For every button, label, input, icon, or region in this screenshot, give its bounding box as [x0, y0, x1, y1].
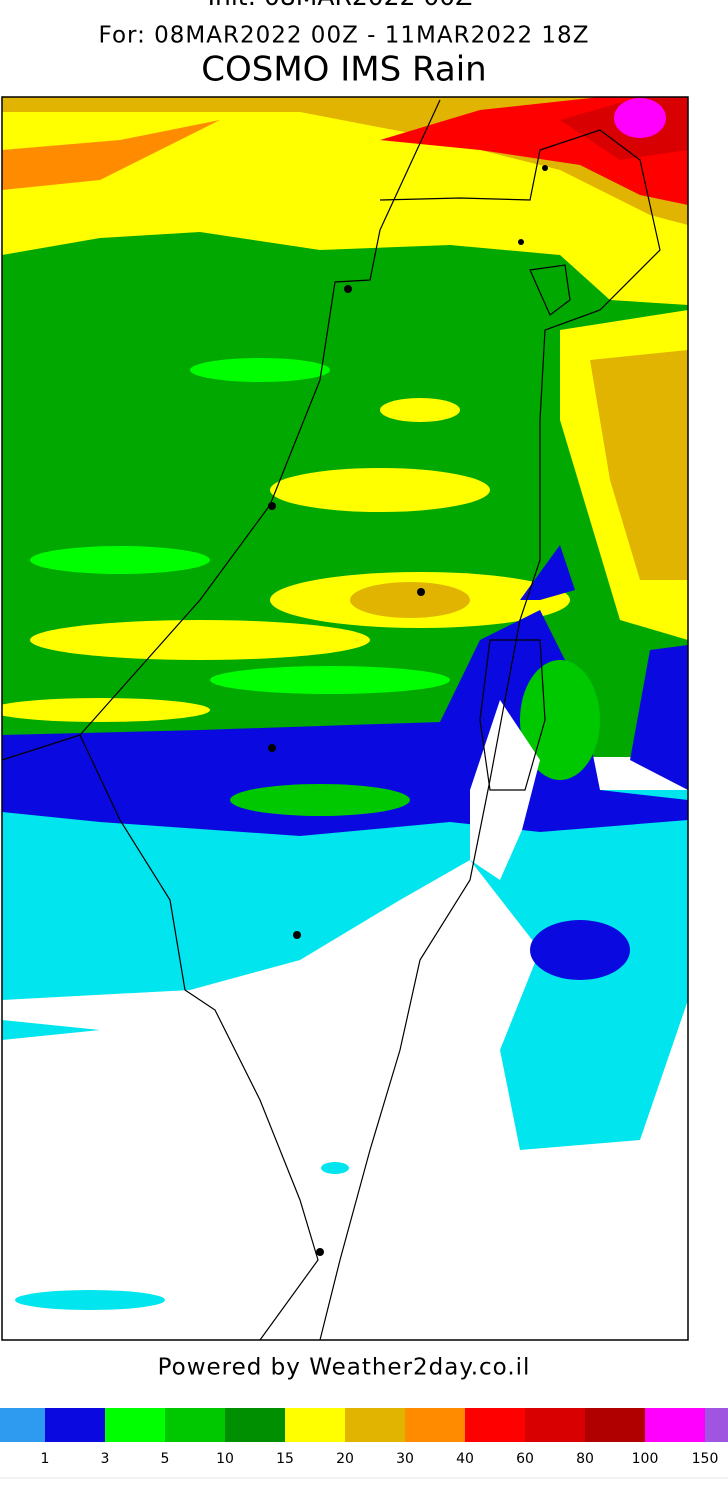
legend-swatch — [465, 1408, 525, 1442]
color-legend: 1 3 5 10 15 20 30 40 60 80 100 150 — [0, 1408, 728, 1467]
legend-label: 3 — [101, 1451, 110, 1467]
legend-label: 20 — [336, 1451, 354, 1467]
legend-label: 40 — [456, 1451, 474, 1467]
legend-swatch — [105, 1408, 165, 1442]
legend-swatch — [405, 1408, 465, 1442]
legend-swatch — [45, 1408, 105, 1442]
legend-label: 30 — [396, 1451, 414, 1467]
legend-label: 60 — [516, 1451, 534, 1467]
legend-label: 100 — [632, 1451, 659, 1467]
legend-label: 80 — [576, 1451, 594, 1467]
legend-label: 5 — [161, 1451, 170, 1467]
legend-swatch — [645, 1408, 705, 1442]
legend-swatch — [525, 1408, 585, 1442]
map — [1, 96, 689, 1341]
legend-label: 1 — [41, 1451, 50, 1467]
legend-swatch — [225, 1408, 285, 1442]
legend-swatch — [0, 1408, 45, 1442]
valid-period: For: 08MAR2022 00Z - 11MAR2022 18Z — [99, 23, 590, 49]
legend-swatch — [285, 1408, 345, 1442]
legend-swatch — [585, 1408, 645, 1442]
credit: Powered by Weather2day.co.il — [158, 1355, 531, 1381]
legend-swatch — [165, 1408, 225, 1442]
legend-label: 150 — [692, 1451, 719, 1467]
legend-label: 10 — [216, 1451, 234, 1467]
legend-swatch — [705, 1408, 728, 1442]
map-title: COSMO IMS Rain — [201, 50, 486, 90]
legend-label: 15 — [276, 1451, 294, 1467]
legend-swatch — [345, 1408, 405, 1442]
init-time: Init: 08MAR2022 00Z — [208, 0, 473, 11]
